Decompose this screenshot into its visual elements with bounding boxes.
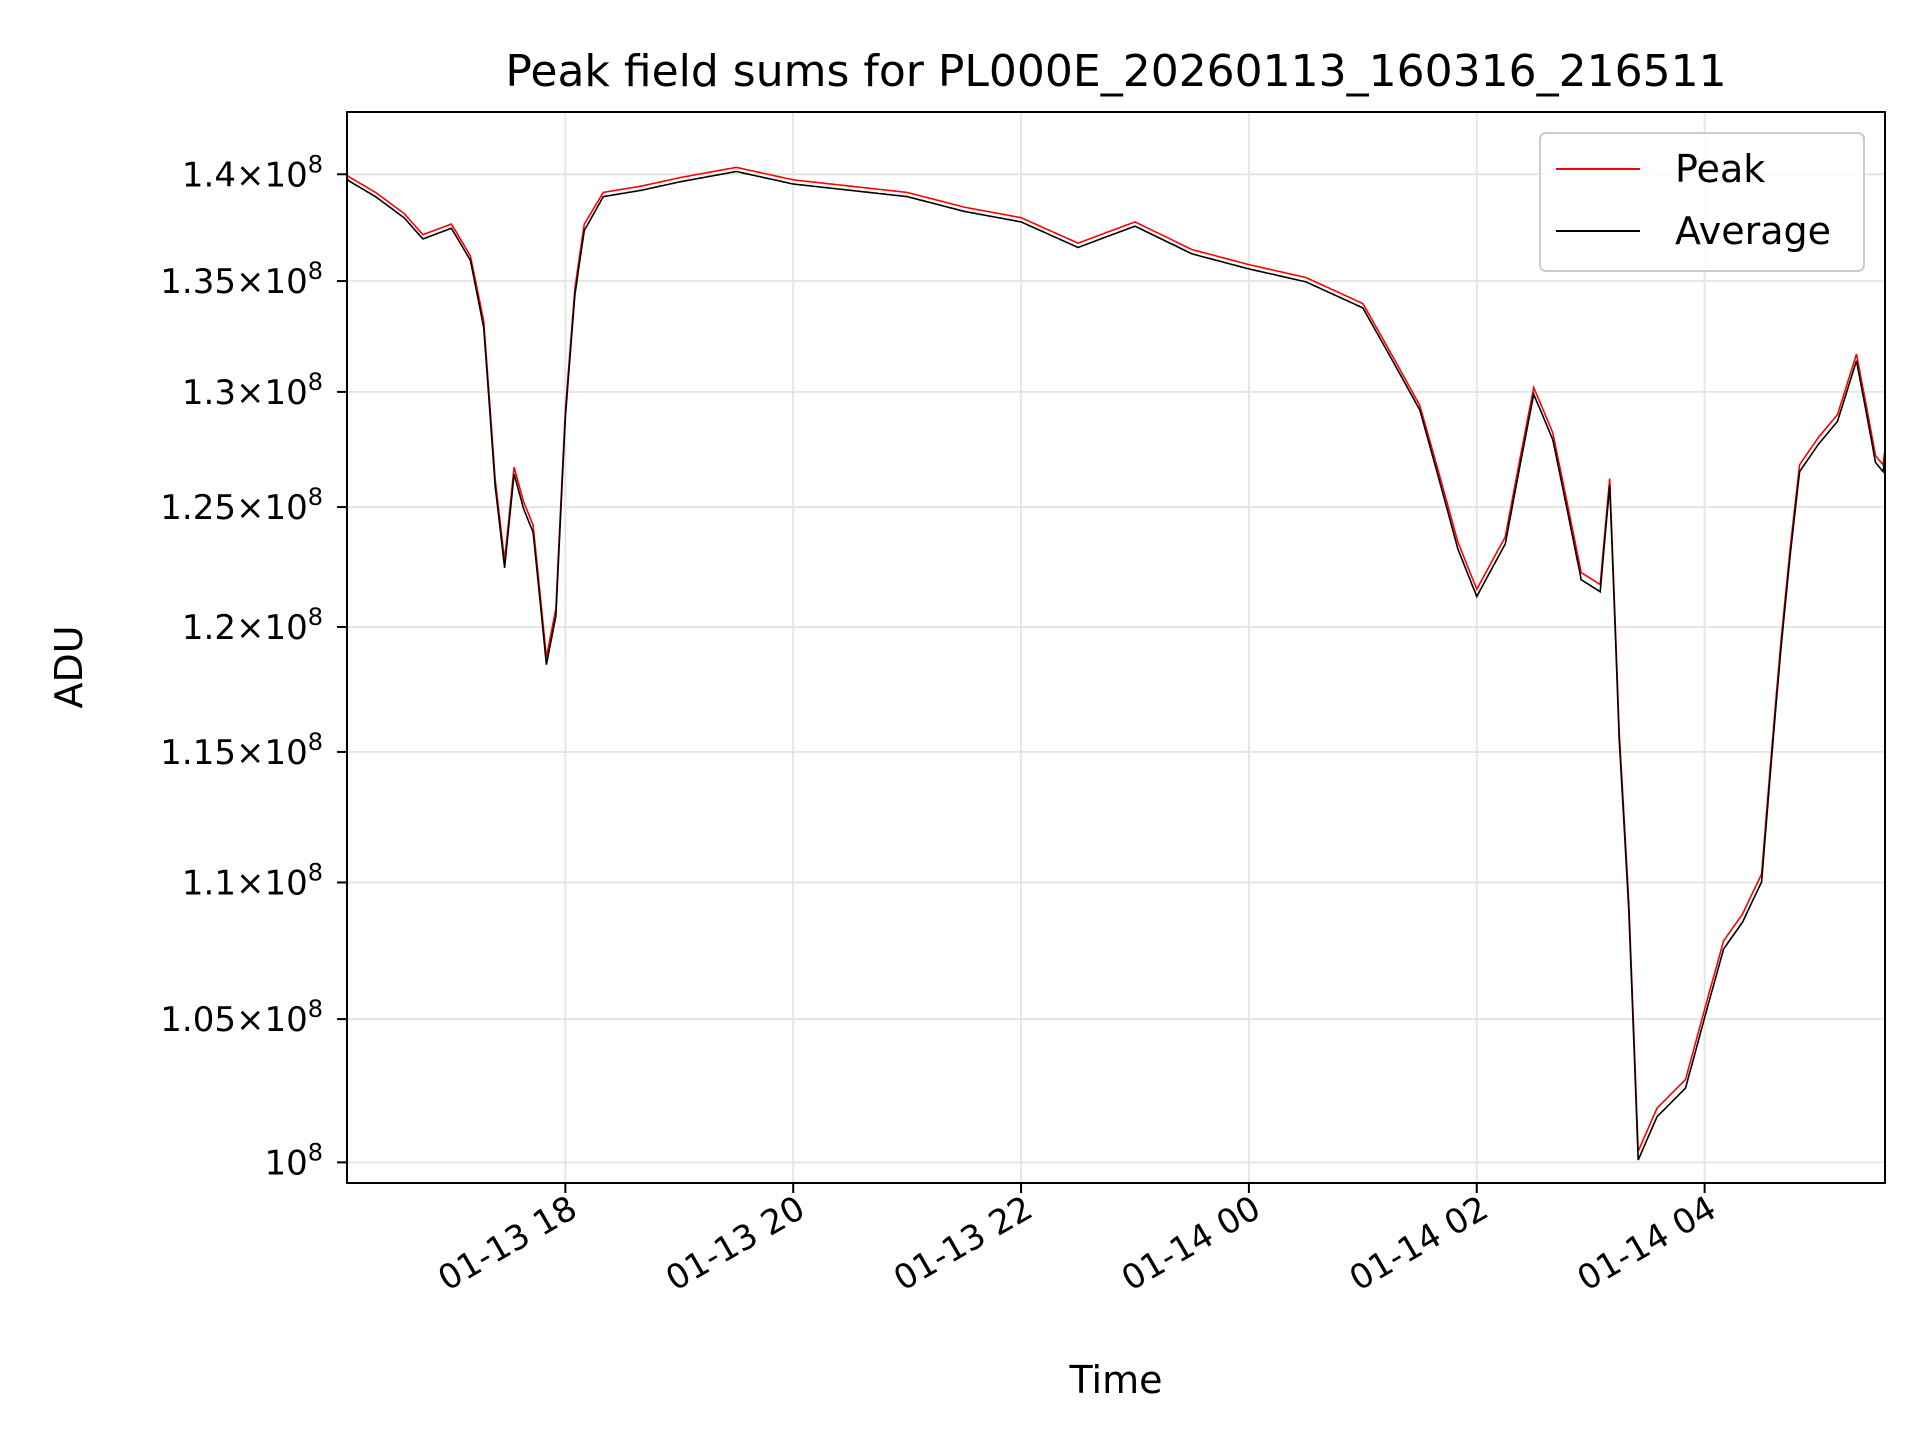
legend: Peak Average: [1539, 132, 1865, 272]
x-tick-label: 01-14 02: [1343, 1188, 1495, 1299]
y-axis-label: ADU: [47, 625, 91, 708]
y-tick-label: 108: [264, 1138, 323, 1183]
chart-title: Peak field sums for PL000E_20260113_1603…: [505, 46, 1726, 97]
y-tick-label: 1.1×108: [182, 858, 323, 903]
y-tick-label: 1.4×108: [182, 150, 323, 195]
y-tick-label: 1.15×108: [160, 728, 323, 773]
x-axis-label: Time: [1069, 1358, 1163, 1402]
y-tick-label: 1.2×108: [182, 603, 323, 648]
legend-peak-label: Peak: [1675, 147, 1765, 191]
grid-layer: [347, 112, 1885, 1183]
x-tick-label: 01-13 18: [431, 1188, 583, 1299]
y-tick-label: 1.25×108: [160, 483, 323, 528]
series-line-peak: [346, 166, 1886, 1152]
plot-frame: [346, 111, 1886, 1184]
y-tick-label: 1.35×108: [160, 257, 323, 302]
y-tick-label: 1.3×108: [182, 368, 323, 413]
x-tick-label: 01-14 00: [1115, 1188, 1267, 1299]
y-tick-label: 1.05×108: [160, 995, 323, 1040]
x-tick-label: 01-13 20: [659, 1188, 811, 1299]
series-line-average: [346, 170, 1886, 1161]
x-axis: 01-13 18 01-13 20 01-13 22 01-14 00 01-14 02…: [431, 1183, 1723, 1299]
y-axis: 108 1.05×108 1.1×108 1.15×108 1.2×108 1.25×10…: [160, 150, 347, 1183]
x-tick-label: 01-14 04: [1571, 1188, 1723, 1299]
legend-box: [1539, 132, 1865, 272]
legend-average-label: Average: [1675, 209, 1831, 253]
series-layer: [346, 166, 1886, 1161]
x-tick-label: 01-13 22: [887, 1188, 1039, 1299]
